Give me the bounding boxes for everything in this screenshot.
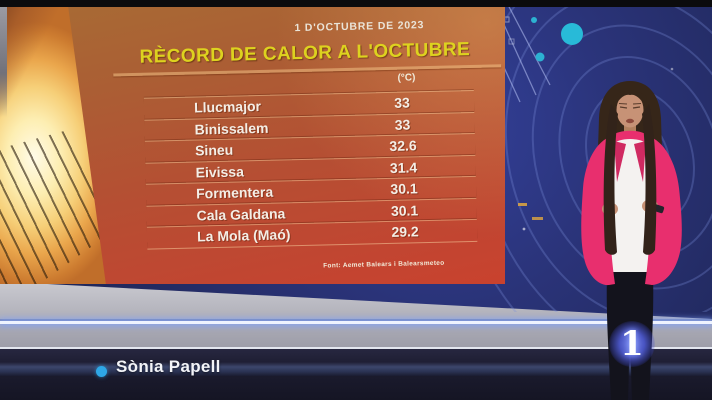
date-label: 1 D'OCTUBRE DE 2023: [294, 19, 425, 35]
location-label: Binissalem: [194, 119, 269, 138]
channel-logo-la1: 1: [620, 324, 644, 364]
location-label: Sineu: [194, 141, 234, 159]
lapel-left: [614, 141, 626, 182]
location-label: Llucmajor: [193, 97, 262, 116]
floor-glow-line: [0, 321, 712, 324]
face-features: [618, 103, 642, 109]
hair-front-left: [603, 104, 618, 255]
temperature-value: 30.1: [390, 180, 418, 197]
temperature-value: 33: [394, 94, 410, 111]
presenter-name-bullet: [96, 366, 107, 377]
location-label: La Mola (Maó): [196, 226, 291, 245]
floor-white-line: [0, 347, 712, 349]
hair-front-right: [642, 104, 657, 255]
temperature-value: 31.4: [389, 158, 418, 176]
location-label: Eivissa: [195, 162, 245, 181]
data-source-credit: Font: Aemet Balears i Balearsmeteo: [323, 259, 445, 270]
lower-third-bar: [0, 349, 712, 400]
temperature-value: 29.2: [391, 223, 419, 240]
face: [616, 92, 644, 128]
weather-record-panel: 1 D'OCTUBRE DE 2023 RÈCORD DE CALOR A L'…: [68, 6, 505, 284]
temperature-value: 33: [394, 115, 411, 133]
top-letterbox-bar: [0, 0, 712, 7]
temperature-value: 32.6: [389, 137, 417, 154]
location-label: Cala Galdana: [196, 204, 286, 224]
wall-edge-strip: [0, 7, 7, 117]
panel-content: 1 D'OCTUBRE DE 2023 RÈCORD DE CALOR A L'…: [68, 6, 505, 284]
panel-sheen: [68, 6, 505, 284]
unit-header: (°C): [397, 72, 416, 84]
pants: [606, 272, 654, 400]
mouth: [626, 118, 634, 124]
panel-title: RÈCORD DE CALOR A L'OCTUBRE: [139, 39, 471, 68]
blazer-shoulders: [612, 130, 648, 145]
presenter-figure: [581, 81, 682, 400]
lower-third-stripe: [0, 362, 712, 376]
temperature-table: Llucmajor 33 Binissalem 33 Sineu 32.6 Ei…: [143, 89, 478, 250]
location-label: Formentera: [195, 183, 274, 202]
channel-logo-glow: [609, 321, 655, 367]
temperature-value: 30.1: [390, 201, 419, 219]
presenter-name: Sònia Papell: [116, 357, 221, 376]
hair-fringe: [613, 90, 647, 109]
lapel-right: [634, 141, 646, 182]
